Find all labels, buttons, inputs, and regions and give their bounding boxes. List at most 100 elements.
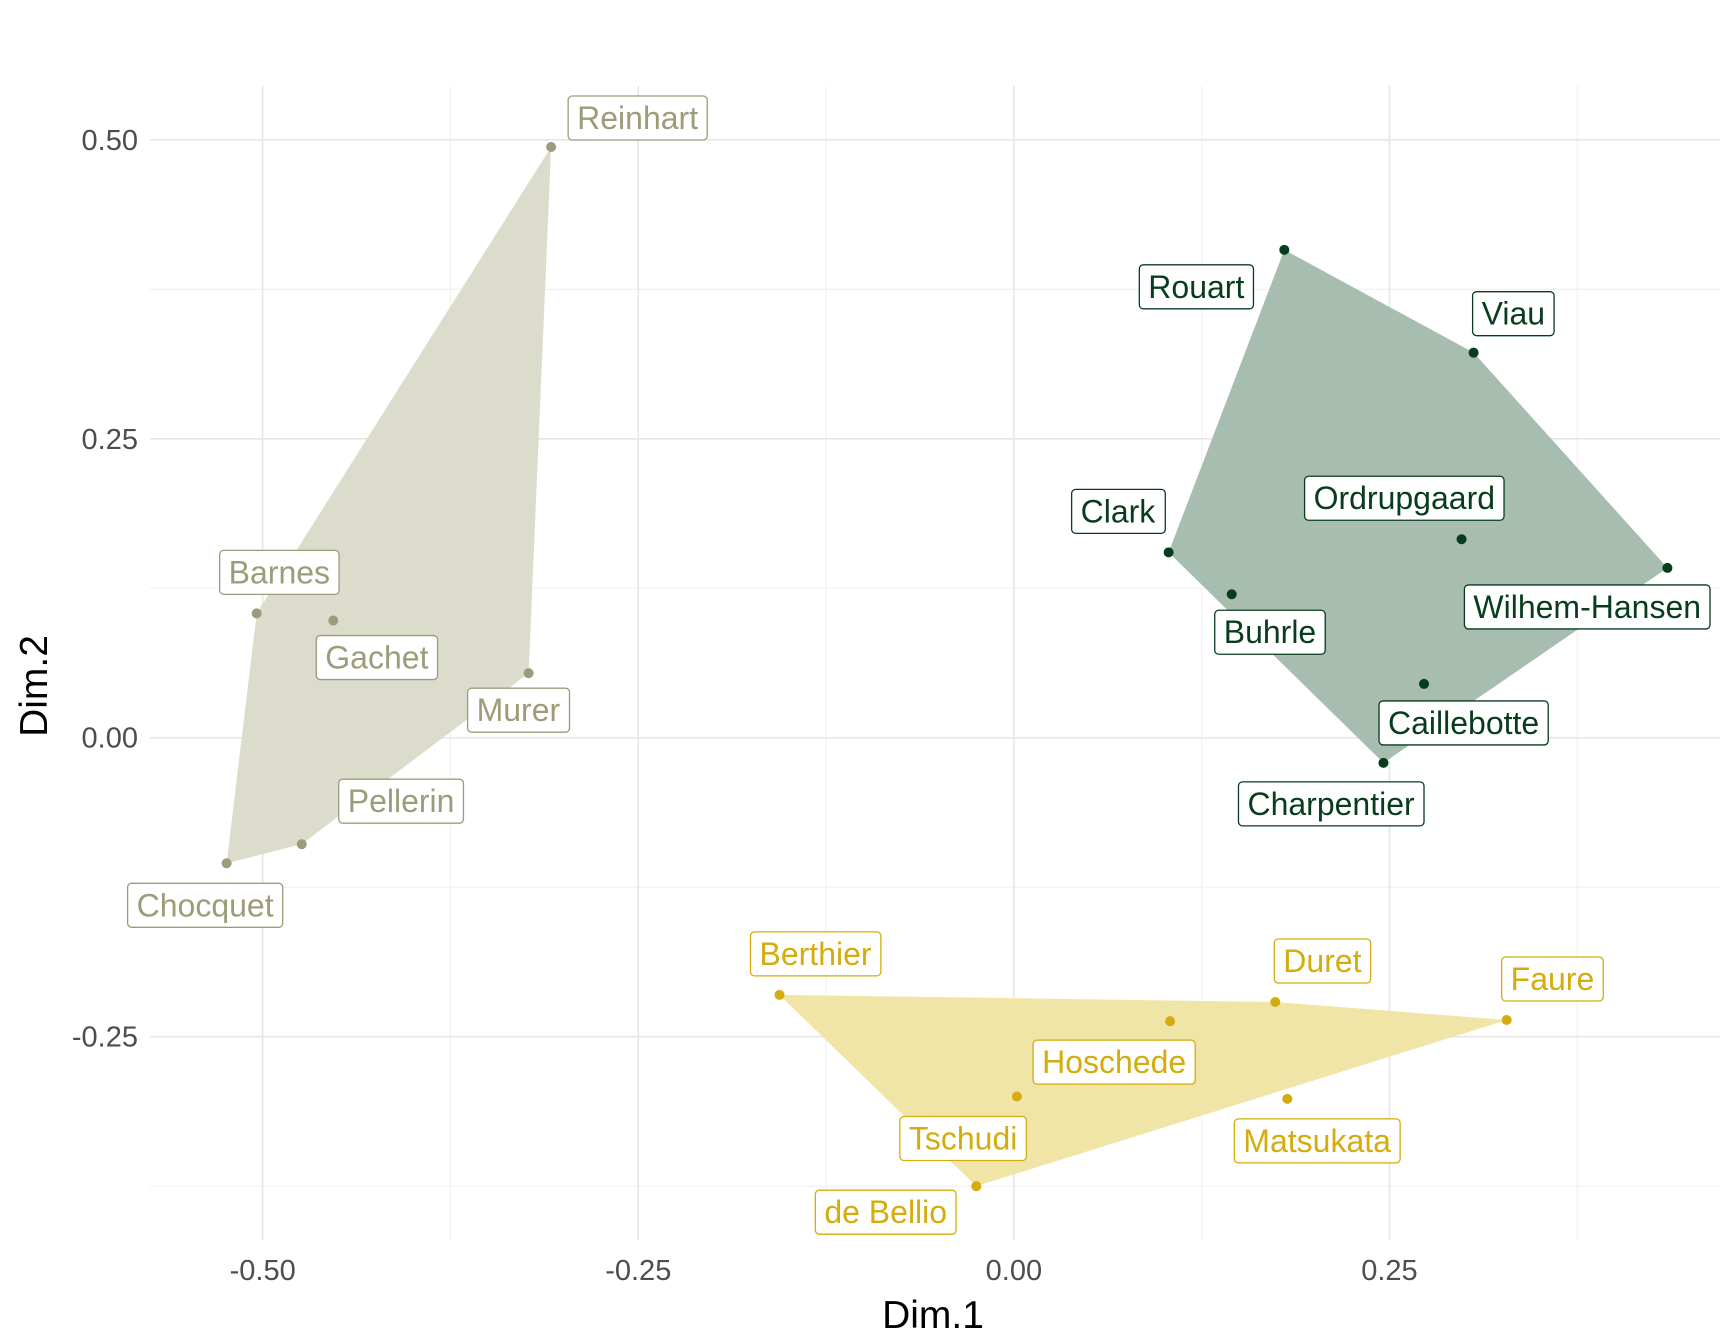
label-box (1233, 1118, 1401, 1164)
data-point-caillebotte (1419, 678, 1430, 689)
y-tick-label: 0.25 (82, 424, 138, 456)
label-box (1214, 609, 1326, 655)
y-tick-label: 0.50 (82, 125, 138, 157)
point-label-murer: Murer (466, 687, 571, 733)
data-point-duret (1270, 997, 1281, 1008)
label-text: Matsukata (1243, 1123, 1391, 1159)
point-label-wilhem-hansen: Wilhem-Hansen (1463, 584, 1711, 630)
data-point-berthier (774, 989, 785, 1000)
label-box (466, 687, 571, 733)
label-text: Rouart (1148, 269, 1244, 305)
label-text: Buhrle (1224, 614, 1317, 650)
point-label-gachet: Gachet (315, 634, 439, 681)
label-text: Duret (1283, 943, 1361, 979)
x-tick-label: 0.25 (1361, 1255, 1417, 1287)
data-point-clark (1163, 547, 1174, 558)
label-box (1471, 291, 1555, 337)
point-label-chocquet: Chocquet (126, 882, 284, 928)
data-point-pellerin (296, 839, 307, 850)
label-text: Charpentier (1247, 786, 1415, 822)
label-text: Chocquet (137, 887, 274, 923)
data-point-buhrle (1226, 589, 1237, 600)
label-text: Faure (1511, 961, 1595, 997)
label-text: Gachet (325, 640, 428, 676)
cluster-hulls (226, 146, 1668, 1187)
point-label-reinhart: Reinhart (567, 95, 708, 141)
point-label-ordrupgaard: Ordrupgaard (1303, 475, 1505, 521)
data-point-barnes (251, 608, 262, 619)
data-points (221, 141, 1673, 1192)
point-label-rouart: Rouart (1138, 264, 1255, 310)
x-tick-label: -0.50 (230, 1255, 296, 1287)
data-point-faure (1501, 1014, 1512, 1025)
label-text: Reinhart (577, 100, 698, 136)
point-label-caillebotte: Caillebotte (1378, 700, 1549, 746)
label-text: Viau (1482, 296, 1545, 332)
data-point-viau (1468, 347, 1479, 358)
y-tick-label: 0.00 (82, 723, 138, 755)
data-point-charpentier (1378, 757, 1389, 768)
point-label-matsukata: Matsukata (1233, 1118, 1401, 1164)
label-box (567, 95, 708, 141)
point-label-clark: Clark (1070, 488, 1166, 535)
data-point-wilhem-hansen (1662, 562, 1673, 573)
data-point-matsukata (1282, 1093, 1293, 1104)
label-box (1032, 1039, 1196, 1085)
label-box (749, 931, 882, 977)
data-point-ordrupgaard (1456, 534, 1467, 545)
label-box (1273, 938, 1372, 984)
label-box (1463, 584, 1711, 630)
label-box (1303, 475, 1505, 521)
data-point-chocquet (221, 858, 232, 869)
label-box (1237, 781, 1425, 827)
label-text: Wilhem-Hansen (1473, 589, 1701, 625)
label-box (338, 778, 465, 824)
data-point-gachet (328, 615, 339, 626)
label-text: Berthier (760, 936, 872, 972)
label-box (1138, 264, 1255, 310)
point-label-faure: Faure (1501, 956, 1604, 1002)
y-tick-label: -0.25 (72, 1022, 138, 1054)
label-text: Murer (477, 692, 561, 728)
label-text: Hoschede (1042, 1044, 1186, 1080)
label-text: de Bellio (824, 1194, 947, 1230)
label-box (814, 1189, 957, 1235)
point-label-duret: Duret (1273, 938, 1372, 984)
label-text: Pellerin (348, 783, 455, 819)
label-box (1501, 956, 1604, 1002)
point-labels: Reinhart Barnes Gachet Murer Pellerin Chocque… (126, 95, 1711, 1235)
x-tick-label: -0.25 (605, 1255, 671, 1287)
label-text: Caillebotte (1388, 705, 1539, 741)
point-label-barnes: Barnes (219, 549, 340, 596)
point-label-berthier: Berthier (749, 931, 882, 977)
point-label-tschudi: Tschudi (899, 1115, 1028, 1162)
label-box (219, 549, 340, 596)
label-text: Barnes (229, 554, 330, 590)
label-text: Clark (1081, 493, 1157, 529)
data-point-reinhart (546, 141, 557, 152)
label-text: Ordrupgaard (1314, 480, 1495, 516)
x-tick-label: 0.00 (986, 1255, 1042, 1287)
axis-ticks: -0.50 -0.25 0.00 0.25 -0.25 0.00 0.25 0.50 (72, 125, 1418, 1287)
data-point-de-bellio (971, 1181, 982, 1192)
point-label-de-bellio: de Bellio (814, 1189, 957, 1235)
data-point-murer (523, 668, 534, 679)
point-label-viau: Viau (1471, 291, 1555, 337)
point-label-buhrle: Buhrle (1214, 609, 1326, 655)
data-point-tschudi (1011, 1091, 1022, 1102)
x-axis-title: Dim.1 (882, 1294, 984, 1337)
label-text: Tschudi (909, 1120, 1018, 1156)
data-point-rouart (1279, 244, 1290, 255)
label-box (899, 1115, 1028, 1162)
label-box (1070, 488, 1166, 535)
label-box (126, 882, 284, 928)
point-label-pellerin: Pellerin (338, 778, 465, 824)
y-axis-title: Dim.2 (13, 635, 56, 737)
point-label-hoschede: Hoschede (1032, 1039, 1196, 1085)
cluster-hull-1 (226, 146, 552, 864)
label-box (315, 634, 439, 681)
data-point-hoschede (1165, 1016, 1176, 1027)
label-box (1378, 700, 1549, 746)
point-label-charpentier: Charpentier (1237, 781, 1425, 827)
